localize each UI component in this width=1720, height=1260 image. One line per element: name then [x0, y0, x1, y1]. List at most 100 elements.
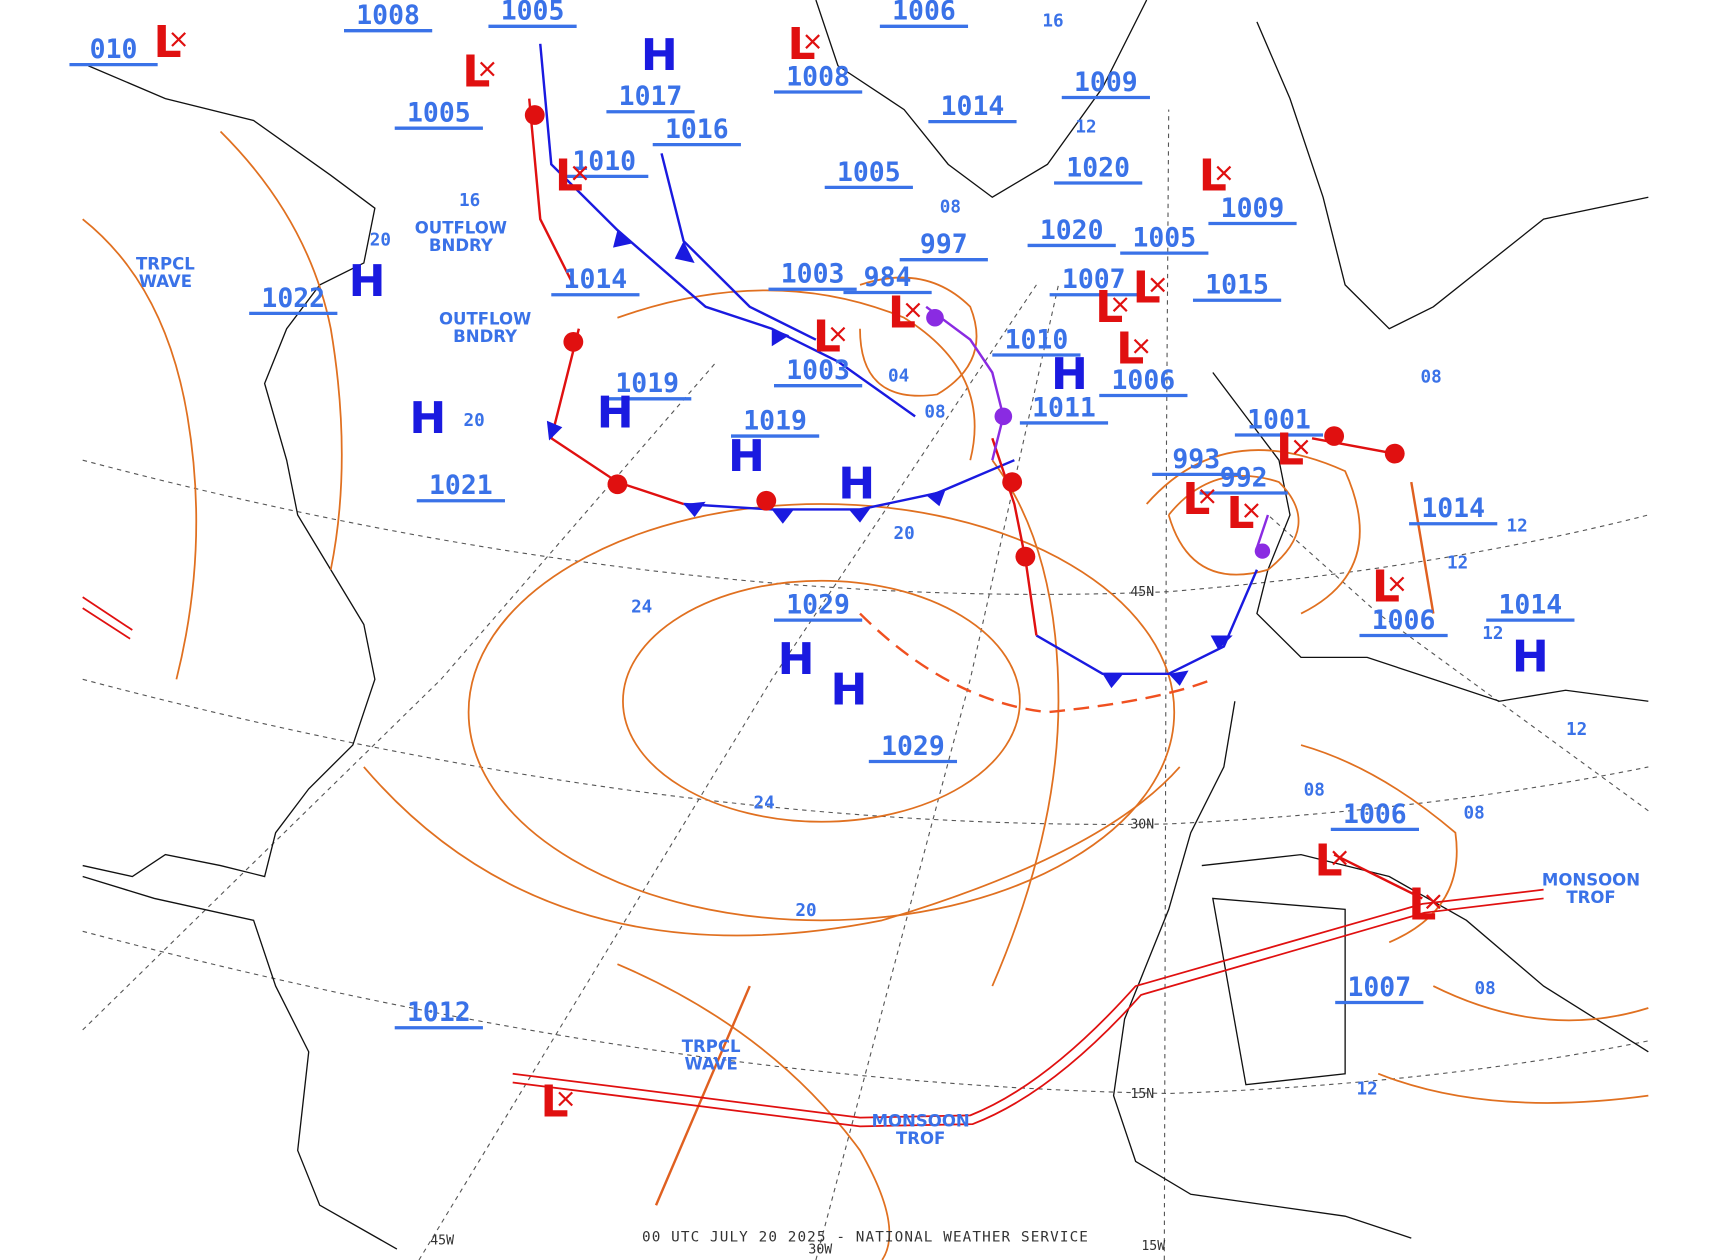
- low-center: L: [788, 19, 816, 70]
- pressure-label: 1022: [261, 284, 325, 314]
- isobar-label: 08: [1304, 780, 1325, 800]
- low-cross: [1133, 338, 1149, 354]
- pressure-label: 1009: [1074, 68, 1138, 98]
- high-center: H: [641, 30, 678, 81]
- graticule: [82, 109, 1649, 1260]
- pressure-label: 993: [1172, 445, 1220, 475]
- isobar-label: 12: [1447, 554, 1468, 574]
- low-center: L: [1372, 562, 1400, 613]
- pressure-label: 1016: [665, 115, 729, 145]
- grid-label: 15N: [1130, 1087, 1154, 1102]
- high-center: H: [728, 431, 765, 482]
- low-cross: [1199, 488, 1215, 504]
- labels: 1008 1005 010 1017 1008 1006 1009 1005 1014 1016 1…: [69, 0, 1640, 1257]
- low-center: L: [1199, 151, 1227, 202]
- pressure-label: 1005: [407, 99, 471, 129]
- pressure-label: 1014: [1421, 494, 1485, 524]
- pressure-label: 1017: [619, 82, 683, 112]
- pressure-label: 1003: [786, 356, 850, 386]
- pressure-label: 1008: [356, 1, 420, 31]
- low-center: L: [462, 47, 490, 98]
- feature-label: TROF: [896, 1129, 945, 1148]
- feature-label: WAVE: [685, 1054, 738, 1073]
- low-cross: [1112, 297, 1128, 312]
- high-center: H: [1051, 349, 1088, 400]
- low-cross: [1389, 576, 1405, 592]
- isobar-label: 08: [924, 402, 945, 422]
- pressure-label: 1011: [1032, 393, 1096, 423]
- isobar-label: 16: [459, 191, 480, 211]
- pressure-label: 010: [90, 35, 138, 65]
- isobar-label: 12: [1566, 720, 1587, 740]
- high-center: H: [1512, 632, 1549, 683]
- pressure-label: 1006: [1343, 800, 1407, 830]
- grid-label: 30W: [808, 1242, 832, 1257]
- pressure-label: 1014: [564, 265, 628, 295]
- isobar-label: 20: [370, 230, 391, 250]
- pressure-label: 1010: [1005, 325, 1069, 355]
- low-cross: [479, 61, 495, 77]
- grid-label: 45W: [430, 1234, 454, 1249]
- high-center: H: [831, 665, 868, 716]
- low-cross: [905, 302, 921, 318]
- feature-label: MONSOON: [1542, 870, 1640, 889]
- pressure-label: 1007: [1347, 973, 1411, 1003]
- low-center: L: [555, 151, 583, 202]
- pressure-label: 1020: [1040, 216, 1104, 246]
- feature-label: MONSOON: [872, 1111, 970, 1130]
- low-center: L: [1276, 425, 1304, 476]
- pressure-label: 1020: [1066, 153, 1130, 183]
- high-center: H: [778, 634, 815, 685]
- pressure-label: 1007: [1062, 265, 1126, 295]
- low-cross: [1293, 439, 1309, 455]
- isobar-label: 12: [1357, 1080, 1378, 1100]
- isobar-label: 08: [1464, 803, 1485, 823]
- pressure-label: 984: [864, 263, 912, 293]
- low-center: L: [1226, 488, 1254, 539]
- pressure-label: 997: [920, 230, 968, 260]
- low-cross: [830, 326, 846, 342]
- isobar-label: 24: [631, 598, 652, 618]
- pressure-label: 1006: [1372, 606, 1436, 636]
- feature-label: OUTFLOW: [439, 309, 531, 328]
- pressure-label: 1005: [1132, 224, 1196, 254]
- feature-label: BNDRY: [453, 327, 518, 346]
- pressure-label: 1005: [501, 0, 565, 27]
- pressure-label: 1009: [1221, 194, 1285, 224]
- fronts: [528, 43, 1435, 1206]
- pressure-label: 1014: [1499, 591, 1563, 621]
- pressure-label: 1029: [786, 591, 850, 621]
- low-center: L: [813, 312, 841, 363]
- pressure-label: 1006: [1112, 366, 1176, 396]
- low-center: L: [1408, 879, 1436, 930]
- grid-label: 45N: [1130, 585, 1154, 600]
- low-center: L: [1315, 836, 1343, 887]
- monsoon-trough: [82, 596, 1544, 1128]
- feature-label: WAVE: [139, 272, 192, 291]
- pressure-label: 1006: [892, 0, 956, 27]
- pressure-label: 1029: [881, 732, 945, 762]
- front-symbols: [524, 105, 1405, 689]
- low-cross: [1425, 894, 1441, 910]
- isobar-label: 12: [1507, 516, 1528, 536]
- feature-label: TRPCL: [136, 255, 195, 274]
- pressure-label: 1012: [407, 998, 471, 1028]
- isobar-label: 20: [463, 411, 484, 431]
- low-cross: [1216, 165, 1232, 181]
- pressure-label: 1021: [429, 471, 493, 501]
- low-cross: [805, 34, 820, 49]
- low-cross: [171, 32, 187, 47]
- isobar-label: 08: [1475, 979, 1496, 999]
- pressure-label: 1019: [615, 369, 679, 399]
- low-center: L: [154, 17, 182, 68]
- feature-label: TRPCL: [682, 1037, 741, 1056]
- low-center: L: [1116, 324, 1144, 375]
- isobar-label: 04: [888, 366, 909, 386]
- feature-label: TROF: [1566, 888, 1615, 907]
- isobar-label: 20: [795, 901, 816, 921]
- low-center: L: [1133, 263, 1161, 314]
- low-cross: [572, 165, 588, 181]
- low-cross: [1150, 277, 1166, 293]
- grid-label: 30N: [1130, 817, 1154, 832]
